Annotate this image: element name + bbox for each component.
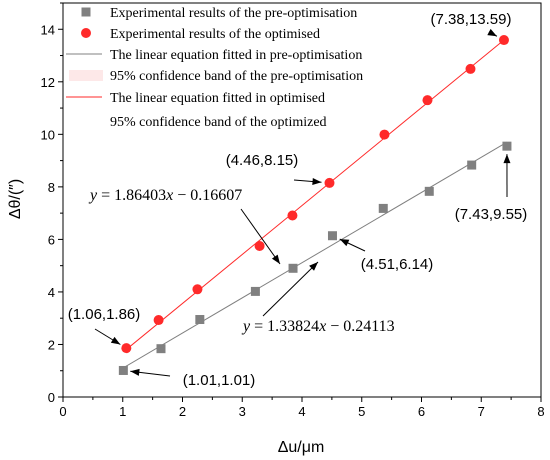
data-point-optimised — [287, 210, 298, 221]
y-axis-label: Δθ/(″) — [7, 179, 24, 219]
annotation-arrowhead — [487, 28, 497, 37]
y-tick-label: 4 — [48, 285, 55, 300]
data-point-optimised — [192, 284, 203, 295]
annotation-arrowhead — [271, 254, 280, 264]
x-tick-label: 6 — [418, 404, 425, 419]
data-point-pre-optimisation — [467, 160, 477, 170]
legend-label: The linear equation fitted in pre-optimi… — [110, 48, 362, 63]
annotation-arrowhead — [130, 368, 140, 376]
y-tick-label: 6 — [48, 232, 55, 247]
legend-label: Experimental results of the optimised — [110, 27, 320, 42]
annotation-arrow — [262, 261, 319, 317]
data-point-optimised — [254, 240, 265, 251]
fit-line-pre-optimisation — [123, 141, 508, 369]
equation-pre-optimisation: y = 1.33824x − 0.24113 — [241, 318, 395, 335]
y-tick-label: 14 — [41, 22, 55, 37]
legend-marker-circle — [81, 28, 91, 38]
data-annotation: (4.51,6.14) — [361, 256, 434, 273]
data-point-optimised — [498, 35, 509, 46]
x-tick-label: 3 — [239, 404, 246, 419]
y-tick-label: 0 — [48, 390, 55, 405]
data-point-optimised — [422, 95, 433, 106]
x-tick-label: 0 — [59, 404, 66, 419]
data-point-pre-optimisation — [118, 365, 128, 375]
data-point-optimised — [121, 343, 132, 354]
annotation-arrowhead — [309, 262, 318, 271]
fit-line-optimised — [126, 39, 505, 350]
y-tick-label: 2 — [48, 337, 55, 352]
legend-label: 95% confidence band of the optimized — [110, 115, 327, 130]
data-point-pre-optimisation — [327, 231, 337, 241]
annotation-arrow — [240, 208, 281, 265]
x-tick-label: 4 — [298, 404, 305, 419]
data-point-pre-optimisation — [424, 186, 434, 196]
annotations: (7.38,13.59) (4.46,8.15) (1.06,1.86) (7.43,… — [68, 11, 528, 389]
data-point-optimised — [153, 315, 164, 326]
y-tick-label: 8 — [48, 180, 55, 195]
data-point-optimised — [465, 63, 476, 74]
legend-band — [69, 70, 103, 81]
legend-label: The linear equation fitted in optimised — [110, 91, 325, 106]
data-annotation: (1.01,1.01) — [183, 372, 256, 389]
y-tick-label: 10 — [41, 127, 55, 142]
annotation-arrowhead — [339, 239, 350, 247]
annotation-arrowhead — [110, 336, 121, 345]
x-tick-label: 1 — [119, 404, 126, 419]
data-annotation: (7.38,13.59) — [431, 11, 512, 28]
legend: Experimental results of the pre-optimisa… — [66, 6, 363, 130]
data-point-pre-optimisation — [288, 263, 298, 273]
data-markers — [118, 35, 512, 375]
data-point-pre-optimisation — [378, 203, 388, 213]
x-tick-label: 5 — [358, 404, 365, 419]
legend-label: Experimental results of the pre-optimisa… — [110, 6, 357, 21]
annotation-arrowhead — [312, 178, 322, 186]
annotation-arrowhead — [503, 154, 511, 164]
data-point-optimised — [379, 129, 390, 140]
data-point-pre-optimisation — [195, 315, 205, 325]
data-point-pre-optimisation — [250, 286, 260, 296]
x-tick-label: 2 — [179, 404, 186, 419]
data-annotation: (1.06,1.86) — [68, 306, 141, 323]
data-point-optimised — [324, 177, 335, 188]
data-annotation: (7.43,9.55) — [455, 206, 528, 223]
y-tick-label: 12 — [41, 75, 55, 90]
equation-optimised: y = 1.86403x − 0.16607 — [88, 187, 242, 204]
x-tick-label: 8 — [537, 404, 544, 419]
data-point-pre-optimisation — [502, 141, 512, 151]
legend-marker-square — [81, 7, 91, 17]
x-tick-label: 7 — [478, 404, 485, 419]
fit-lines — [123, 39, 508, 369]
legend-label: 95% confidence band of the pre-optimisat… — [110, 69, 363, 84]
data-point-pre-optimisation — [156, 344, 166, 354]
x-axis-label: Δu/μm — [278, 439, 325, 456]
data-annotation: (4.46,8.15) — [226, 152, 299, 169]
